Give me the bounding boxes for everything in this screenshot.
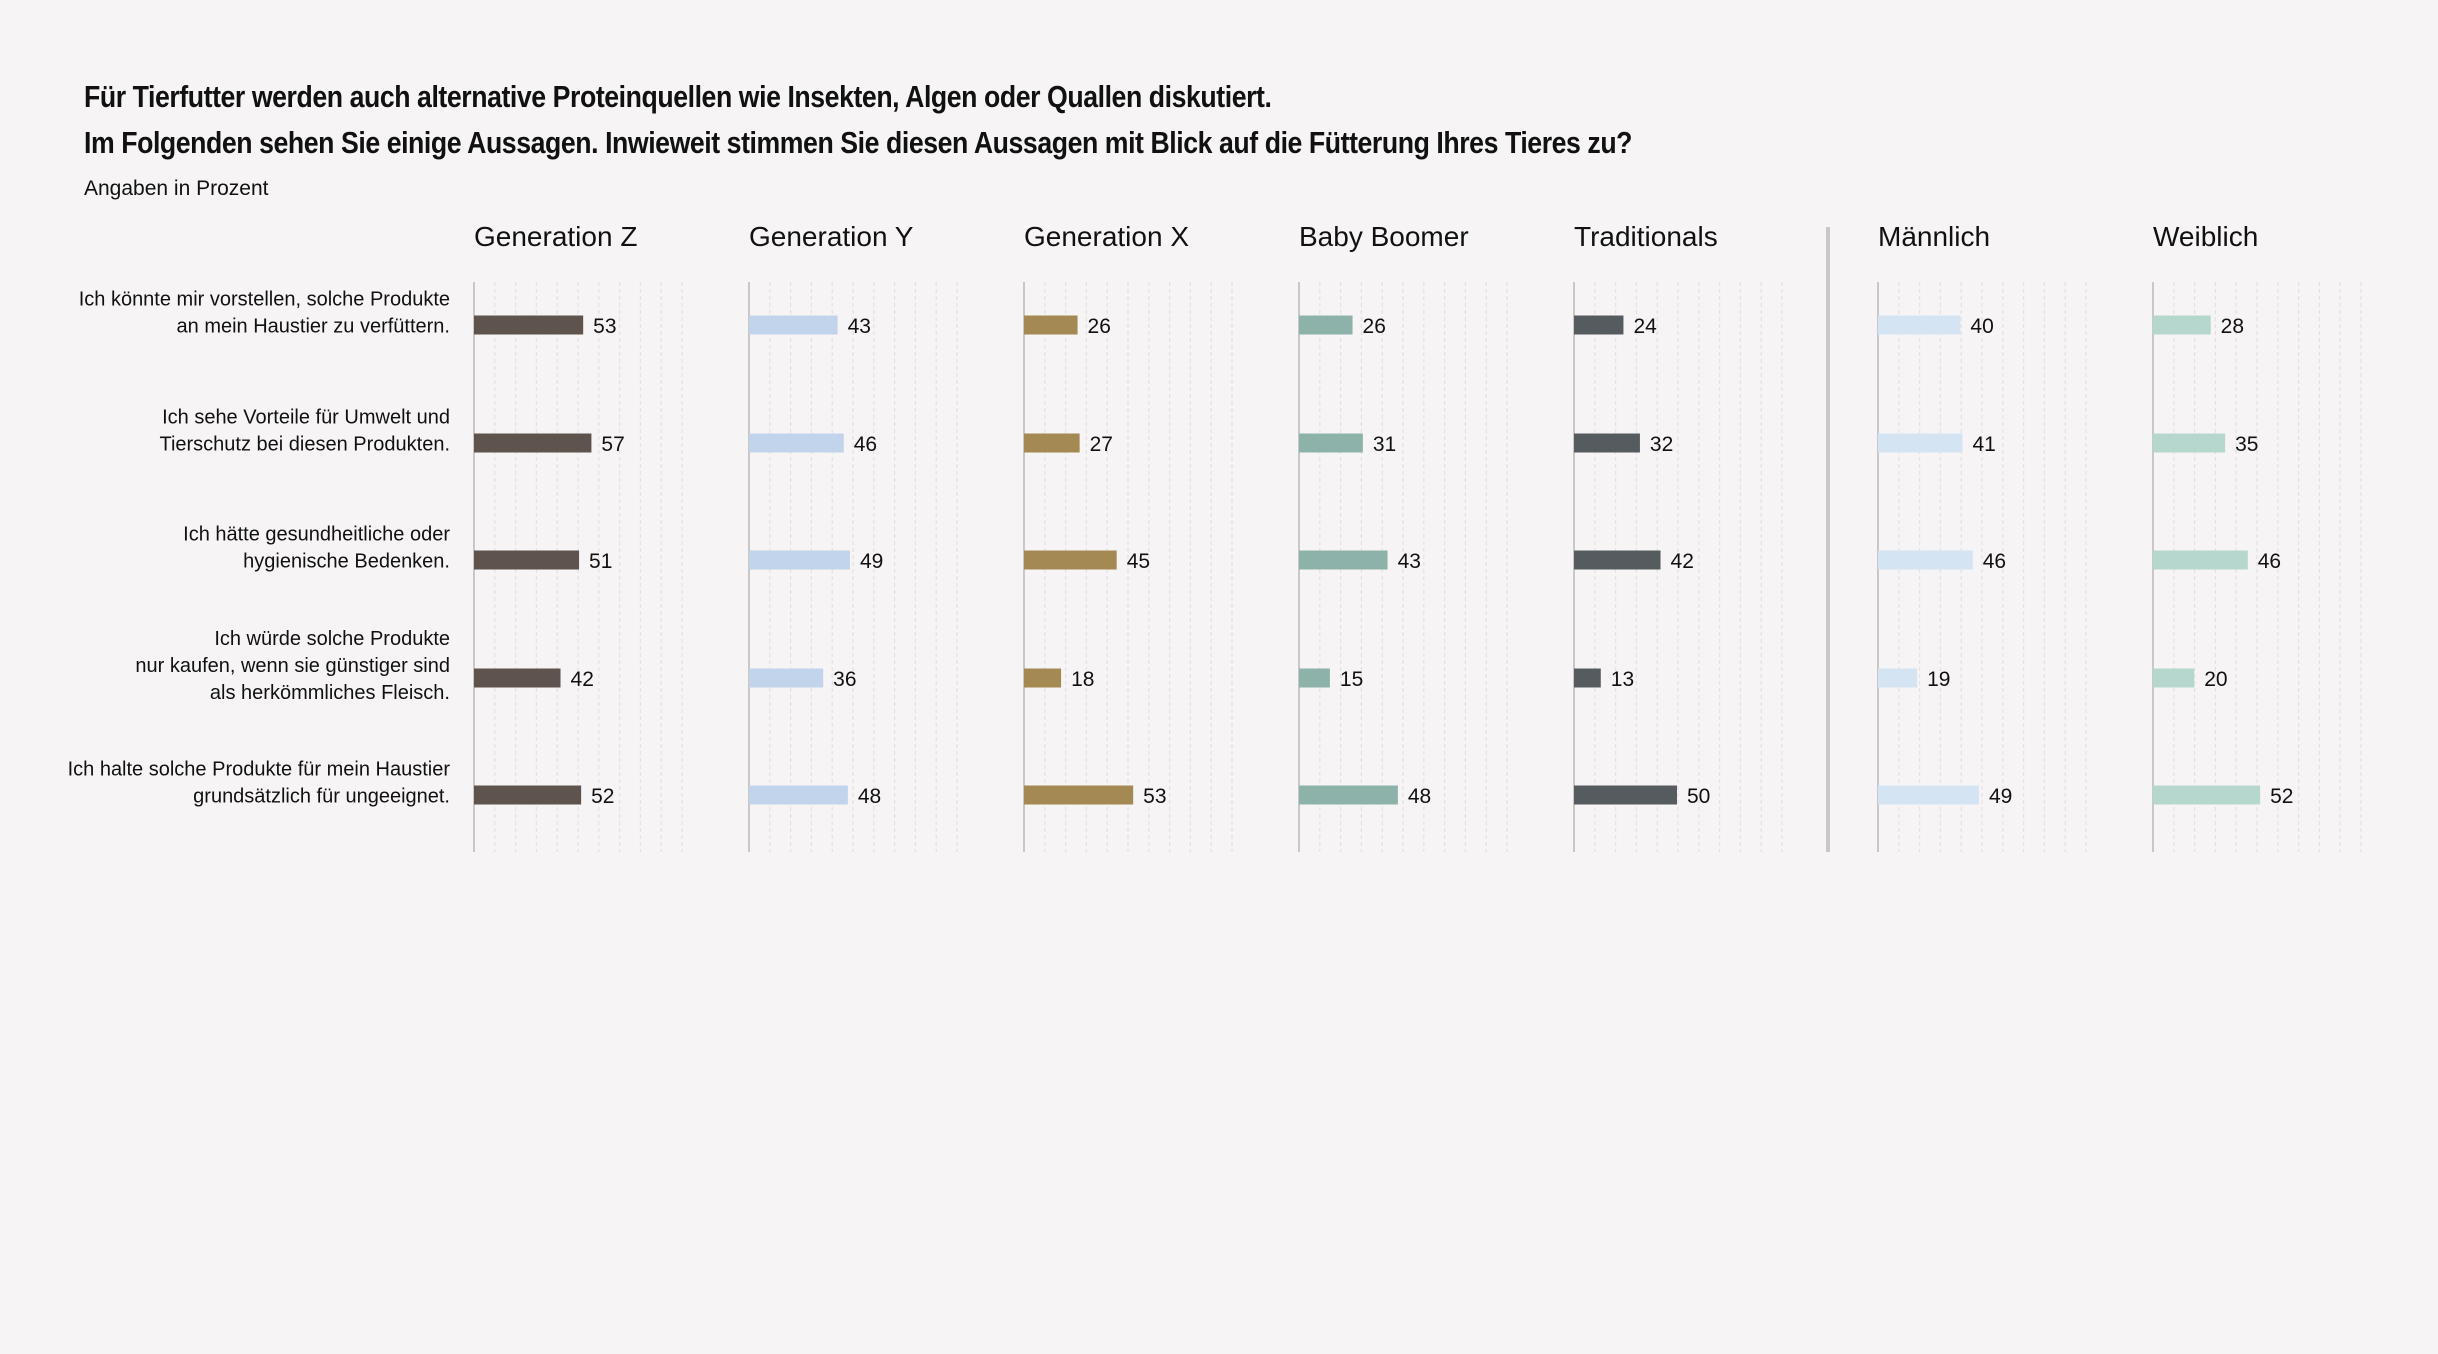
- data-label: 26: [1088, 315, 1111, 338]
- chart-title: Für Tierfutter werden auch alternative P…: [84, 74, 1632, 166]
- category-label: Ich sehe Vorteile für Umwelt und: [162, 407, 450, 429]
- bar: [1878, 785, 1979, 805]
- category-label: Ich hätte gesundheitliche oder: [183, 524, 450, 546]
- data-label: 48: [858, 785, 881, 808]
- bar: [2153, 550, 2248, 570]
- bar: [1024, 785, 1134, 805]
- bar: [474, 433, 592, 453]
- bar: [1574, 668, 1601, 688]
- chart-subtitle: Angaben in Prozent: [84, 177, 269, 200]
- category-label: Ich könnte mir vorstellen, solche Produk…: [79, 289, 450, 311]
- category-label: hygienische Bedenken.: [243, 551, 450, 573]
- bar: [2153, 668, 2195, 688]
- bar: [1299, 550, 1388, 570]
- bar: [1878, 550, 1973, 570]
- data-label: 15: [1340, 668, 1363, 691]
- data-label: 24: [1633, 315, 1657, 338]
- bar: [1024, 668, 1062, 688]
- data-label: 49: [860, 550, 883, 573]
- data-label: 41: [1972, 433, 1995, 456]
- data-label: 40: [1970, 315, 1993, 338]
- bar: [749, 550, 850, 570]
- bar: [2153, 433, 2226, 453]
- bar: [1878, 668, 1918, 688]
- bar: [1574, 315, 1624, 335]
- bar: [1299, 433, 1363, 453]
- category-label: an mein Haustier zu verfüttern.: [177, 316, 450, 338]
- panel-header-4: Traditionals: [1574, 221, 1718, 252]
- bar: [1878, 315, 1961, 335]
- bar: [1024, 433, 1080, 453]
- data-label: 43: [848, 315, 871, 338]
- data-label: 49: [1989, 785, 2012, 808]
- data-label: 43: [1398, 550, 1421, 573]
- data-label: 53: [1143, 785, 1166, 808]
- data-label: 42: [1671, 550, 1694, 573]
- data-label: 27: [1090, 433, 1113, 456]
- data-label: 32: [1650, 433, 1673, 456]
- data-label: 46: [2258, 550, 2281, 573]
- category-label: Ich halte solche Produkte für mein Haust…: [68, 759, 451, 781]
- data-label: 46: [1983, 550, 2006, 573]
- category-label: als herkömmliches Fleisch.: [210, 682, 450, 704]
- bar: [1574, 785, 1677, 805]
- bar: [1299, 315, 1353, 335]
- panel-header-3: Baby Boomer: [1299, 221, 1469, 252]
- data-label: 28: [2221, 315, 2244, 338]
- category-label: Tierschutz bei diesen Produkten.: [159, 434, 450, 456]
- data-label: 48: [1408, 785, 1431, 808]
- data-label: 46: [854, 433, 877, 456]
- data-label: 31: [1373, 433, 1396, 456]
- bar: [2153, 785, 2261, 805]
- bar: [1574, 433, 1640, 453]
- bar: [749, 433, 844, 453]
- data-label: 18: [1071, 668, 1094, 691]
- data-label: 13: [1611, 668, 1634, 691]
- data-label: 45: [1127, 550, 1150, 573]
- data-label: 52: [2270, 785, 2293, 808]
- title-line-2: Im Folgenden sehen Sie einige Aussagen. …: [84, 125, 1633, 160]
- data-label: 36: [833, 668, 856, 691]
- data-label: 57: [601, 433, 624, 456]
- bar: [474, 785, 582, 805]
- bar: [1024, 315, 1078, 335]
- data-label: 26: [1363, 315, 1386, 338]
- panel-header-2: Generation X: [1024, 221, 1189, 252]
- bar: [749, 668, 824, 688]
- bar: [749, 785, 848, 805]
- data-label: 35: [2235, 433, 2258, 456]
- data-label: 50: [1687, 785, 1710, 808]
- panel-header-6: Weiblich: [2153, 221, 2258, 252]
- data-label: 53: [593, 315, 616, 338]
- panel-header-0: Generation Z: [474, 221, 637, 252]
- data-label: 20: [2204, 668, 2227, 691]
- data-label: 42: [571, 668, 594, 691]
- category-label: nur kaufen, wenn sie günstiger sind: [135, 655, 450, 677]
- bar: [1024, 550, 1117, 570]
- panel-separator: [1826, 227, 1830, 852]
- bar: [749, 315, 838, 335]
- bar: [2153, 315, 2211, 335]
- category-label: Ich würde solche Produkte: [214, 628, 450, 650]
- category-label: grundsätzlich für ungeeignet.: [193, 786, 450, 808]
- data-label: 52: [591, 785, 614, 808]
- data-label: 19: [1927, 668, 1950, 691]
- panel-header-1: Generation Y: [749, 221, 914, 252]
- bar: [474, 550, 580, 570]
- bar: [1299, 785, 1398, 805]
- bar: [1574, 550, 1661, 570]
- bar: [474, 315, 584, 335]
- bar: [474, 668, 561, 688]
- title-line-1: Für Tierfutter werden auch alternative P…: [84, 79, 1272, 114]
- bar: [1878, 433, 1963, 453]
- data-label: 51: [589, 550, 612, 573]
- bar: [1299, 668, 1330, 688]
- panel-header-5: Männlich: [1878, 221, 1990, 252]
